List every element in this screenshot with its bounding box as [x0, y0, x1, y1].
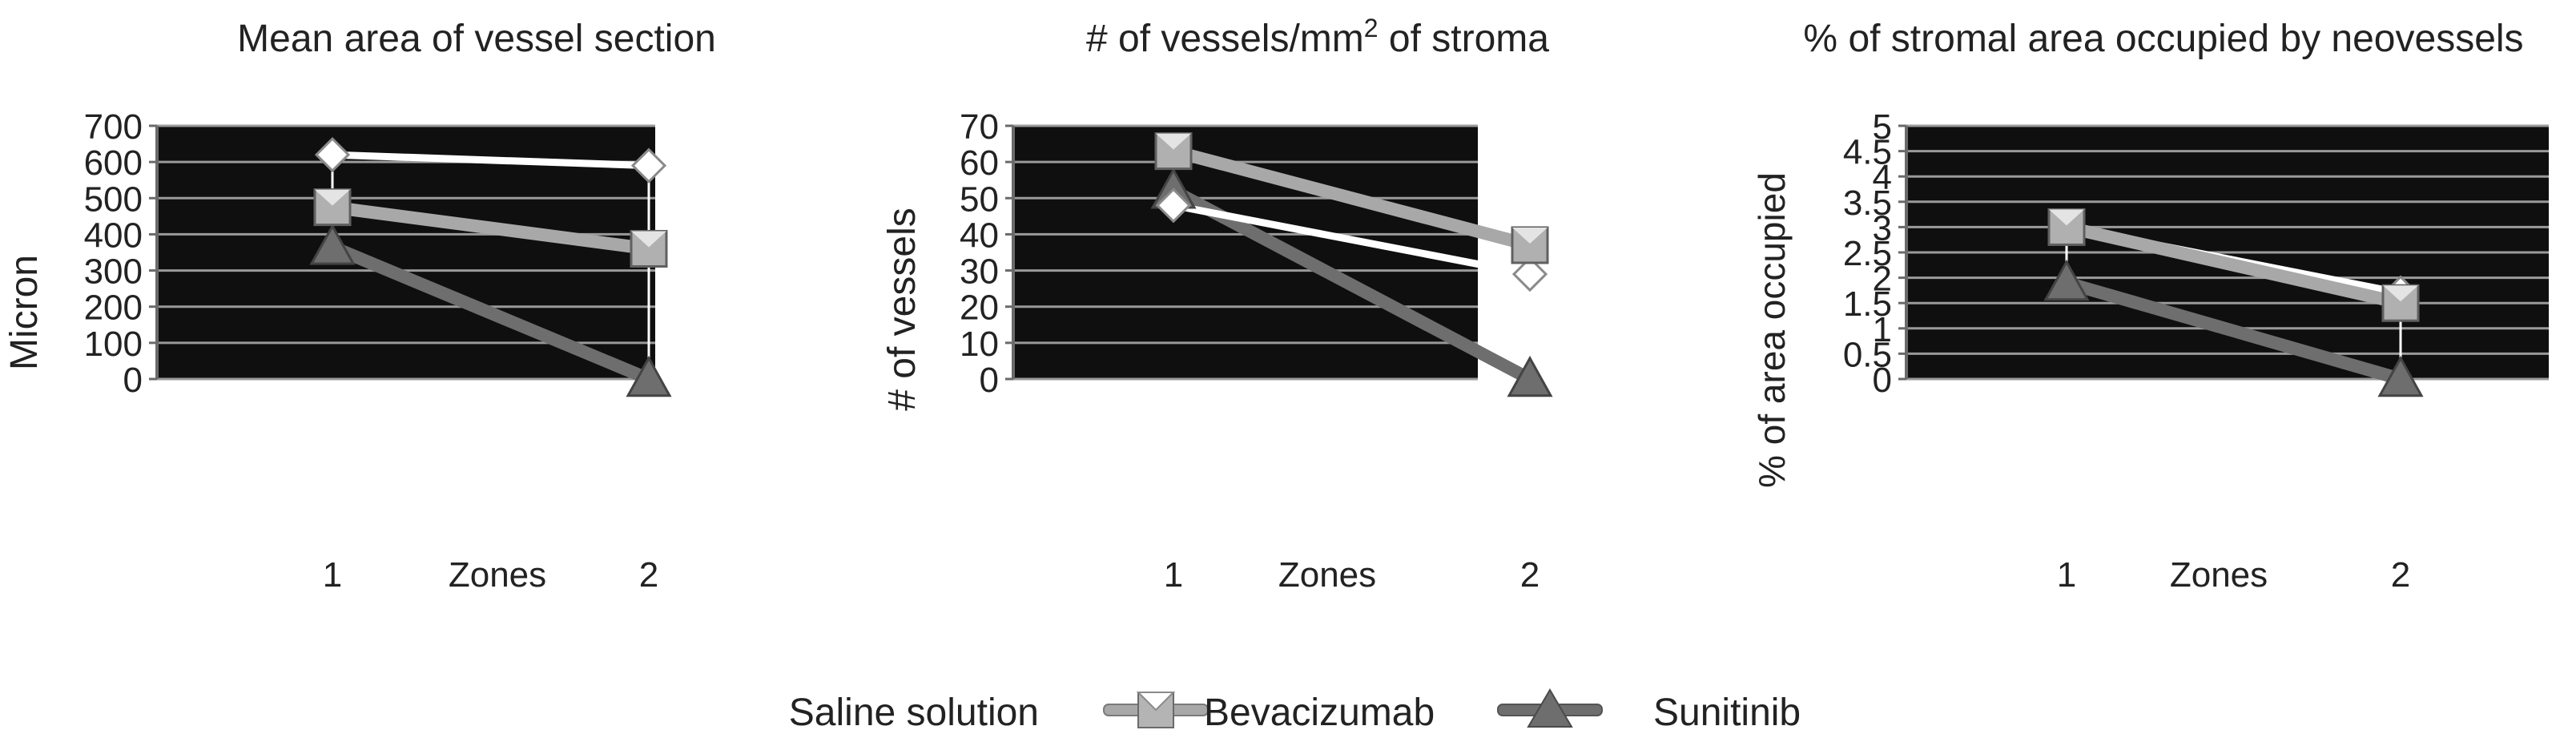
chart-title-main: # of vessels/mm	[1086, 18, 1364, 60]
chart-panel-3: % of stromal area occupied by neovessels…	[1751, 18, 2549, 595]
data-point-diamond	[1511, 256, 1548, 292]
data-point-triangle	[626, 355, 672, 397]
y-axis-label: Micron	[3, 255, 46, 370]
data-point-square-highlight	[631, 231, 666, 248]
y-tick-label: 2.5	[1843, 234, 1892, 273]
x-tick-label: 2	[639, 555, 658, 595]
series-line-bevacizumab	[1167, 144, 1536, 252]
y-tick-label: 400	[84, 216, 143, 255]
chart-title-superscript: 2	[1364, 14, 1379, 42]
data-point-triangle	[2377, 355, 2424, 397]
data-point-square-highlight	[315, 189, 350, 206]
data-point-diamond	[1155, 188, 1192, 224]
chart-panel-1: Mean area of vessel section Micron Zones…	[3, 18, 716, 595]
data-point-diamond	[314, 136, 351, 173]
data-point-triangle	[1507, 355, 1553, 397]
x-axis-label: Zones	[449, 555, 546, 595]
y-tick-label: 5	[1873, 107, 1892, 147]
chart-title-tail: of stroma	[1379, 18, 1550, 60]
x-axis-label: Zones	[1278, 555, 1376, 595]
series-line-sunitinib	[326, 240, 655, 385]
y-tick-label: 200	[84, 288, 143, 328]
legend-swatch-bevacizumab	[1103, 692, 1209, 728]
x-tick-label: 2	[1520, 555, 1540, 595]
y-tick-label: 1	[1873, 310, 1892, 349]
y-tick-label: 70	[960, 107, 999, 147]
data-point-square-highlight	[1156, 133, 1191, 150]
x-tick-label: 1	[323, 555, 342, 595]
plot-area: 00.511.522.533.544.551 2	[1843, 107, 2549, 595]
chart-title: % of stromal area occupied by neovessels	[1803, 18, 2523, 60]
plot-background	[157, 126, 655, 379]
series-line-sunitinib	[1167, 184, 1536, 385]
data-point-square-highlight	[1512, 227, 1548, 244]
data-point-diamond	[630, 147, 667, 184]
y-tick-label: 0.5	[1843, 335, 1892, 374]
data-point-square-highlight	[2049, 209, 2084, 226]
data-point-square	[1154, 132, 1193, 171]
legend-marker-diamond-icon	[1136, 692, 1176, 712]
series-line-bevacizumab	[2060, 220, 2407, 310]
chart-title: Mean area of vessel section	[237, 18, 716, 60]
y-tick-label: 2	[1873, 260, 1892, 299]
x-tick-label: 2	[2391, 555, 2410, 595]
legend-marker-triangle-icon	[1527, 688, 1573, 728]
series-line-saline-solution	[1169, 201, 1534, 278]
y-tick-label: 100	[84, 325, 143, 364]
series-line-bevacizumab	[326, 200, 655, 256]
data-point-square-highlight	[2383, 285, 2418, 302]
legend-swatch-sunitinib	[1497, 688, 1603, 728]
x-axis-label: Zones	[2170, 555, 2268, 595]
y-tick-label: 600	[84, 143, 143, 183]
y-tick-label: 0	[980, 361, 999, 400]
chart-panel-2: # of vessels/mm2 of stroma # of vessels …	[881, 14, 1553, 595]
y-axis-label: # of vessels	[881, 208, 924, 410]
y-tick-label: 700	[84, 107, 143, 147]
series-line-sunitinib	[2060, 276, 2407, 385]
y-tick-label: 60	[960, 143, 999, 183]
data-point-triangle	[2043, 259, 2090, 301]
y-tick-label: 40	[960, 216, 999, 255]
y-tick-label: 300	[84, 252, 143, 292]
y-tick-label: 4.5	[1843, 133, 1892, 172]
y-tick-label: 1.5	[1843, 284, 1892, 324]
y-tick-label: 4	[1873, 158, 1892, 197]
y-tick-label: 0	[123, 361, 143, 400]
y-tick-label: 3	[1873, 208, 1892, 248]
y-tick-label: 30	[960, 252, 999, 292]
data-point-triangle	[309, 224, 356, 265]
legend-label-bevacizumab: Bevacizumab	[1204, 692, 1435, 734]
legend-label-saline: Saline solution	[789, 692, 1039, 734]
y-tick-label: 3.5	[1843, 184, 1892, 223]
y-axis-label: % of area occupied	[1751, 172, 1793, 488]
y-tick-label: 20	[960, 288, 999, 328]
y-tick-label: 10	[960, 325, 999, 364]
x-tick-label: 1	[2057, 555, 2076, 595]
chart-title: # of vessels/mm2 of stroma	[1086, 14, 1549, 60]
y-tick-label: 50	[960, 179, 999, 219]
y-tick-label: 500	[84, 179, 143, 219]
y-tick-label: 0	[1873, 361, 1892, 400]
legend-label-sunitinib: Sunitinib	[1653, 692, 1801, 734]
series-line-saline-solution	[328, 151, 653, 170]
legend: Saline solution Bevacizumab Sunitinib	[789, 688, 1801, 734]
x-tick-label: 1	[1164, 555, 1183, 595]
